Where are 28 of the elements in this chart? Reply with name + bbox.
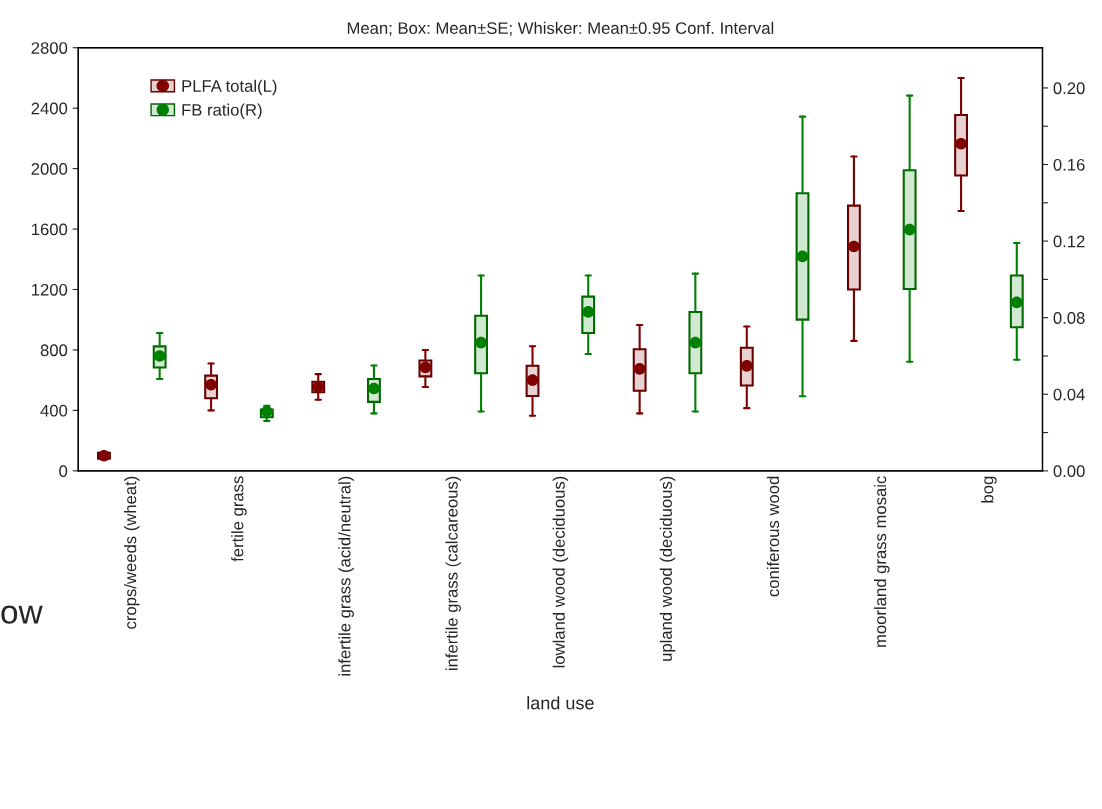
- y-tick-label: 2000: [31, 163, 68, 175]
- y-tick-label: 800: [40, 344, 68, 357]
- y-tick-label: 0: [59, 465, 68, 478]
- y2-tick-label: 0.12: [1053, 235, 1085, 248]
- y2-tick-label: 0.20: [1053, 82, 1085, 95]
- x-axis-title: land use: [527, 696, 594, 710]
- text: ow: [1, 605, 43, 624]
- y-tick-label: 1600: [32, 223, 68, 236]
- y2-tick-label: 0.16: [1053, 158, 1085, 171]
- x-tick-label: crops/weeds (wheat): [124, 476, 140, 629]
- x-tick-label: infertile grass (acid/neutral): [338, 476, 354, 676]
- y-tick-label: 1200: [32, 283, 68, 296]
- y-tick-label: 400: [40, 404, 68, 417]
- legend-label: FB ratio(R): [182, 103, 262, 120]
- x-tick-label: moorland grass mosaic: [874, 476, 890, 647]
- x-tick-label: lowland wood (deciduous): [552, 476, 569, 668]
- text: 0.00: [1053, 465, 1085, 478]
- y2-tick-label: 0.08: [1053, 312, 1085, 324]
- x-tick-label: fertile grass: [231, 476, 247, 562]
- x-tick-label: infertile grass (calcareous): [445, 476, 461, 671]
- x-tick-label: upland wood (deciduous): [659, 476, 676, 661]
- y-tick-label: 2400: [31, 102, 68, 115]
- y2-tick-label: 0.04: [1053, 388, 1085, 401]
- x-tick-label: bog: [981, 476, 997, 503]
- y-tick-label: 2800: [31, 42, 68, 54]
- legend-label: PLFA total(L): [182, 79, 277, 96]
- chart-title: Mean; Box: Mean±SE; Whisker: Mean±0.95 Conf. Interval: [347, 21, 774, 36]
- x-tick-label: coniferous wood: [766, 476, 780, 597]
